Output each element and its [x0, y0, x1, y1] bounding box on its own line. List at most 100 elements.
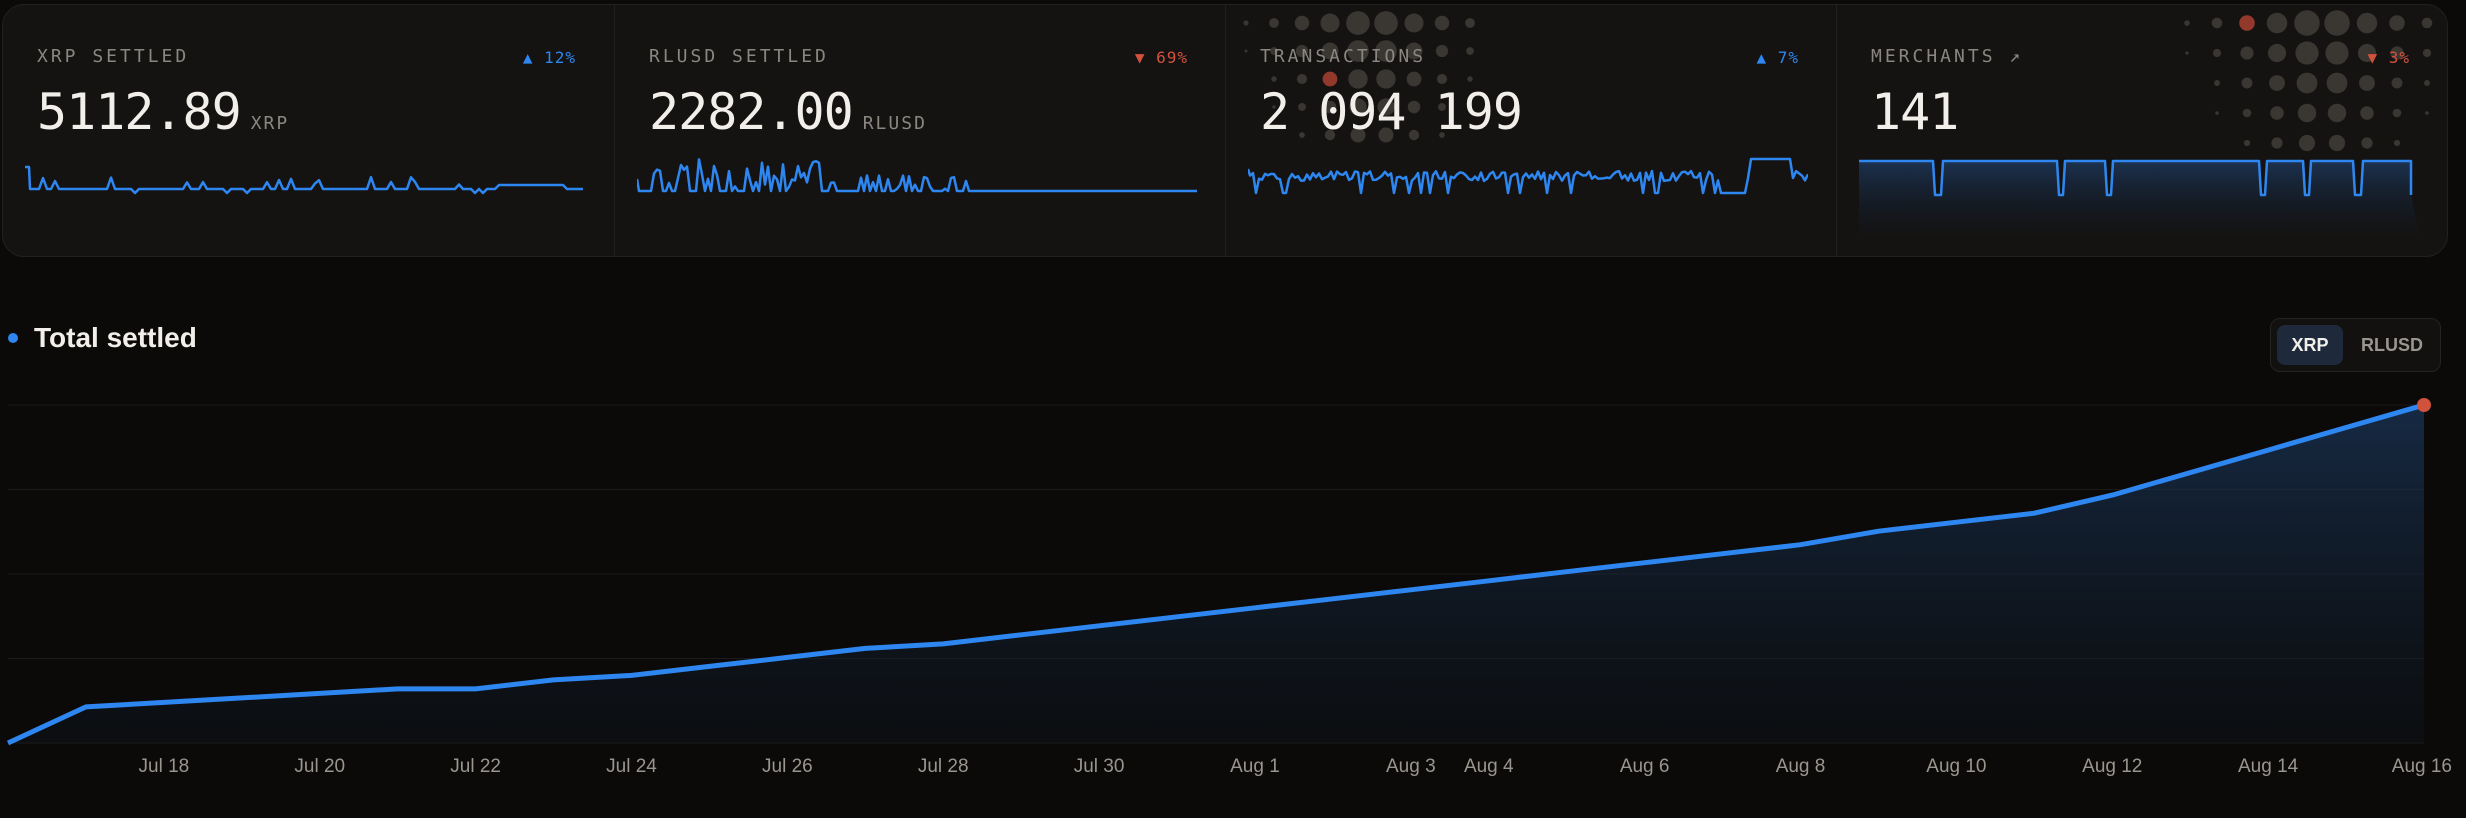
sparkline-path	[1859, 159, 2413, 197]
x-axis-ticks: Jul 18 Jul 20 Jul 22 Jul 24 Jul 26 Jul 28 Jul …	[139, 756, 2452, 777]
decor-dot	[1243, 20, 1249, 26]
x-tick-label: Jul 26	[762, 756, 813, 777]
decor-dot	[2241, 77, 2253, 89]
total-settled-chart: Jul 18 Jul 20 Jul 22 Jul 24 Jul 26 Jul 28 Jul …	[6, 398, 2452, 777]
decor-dot	[2239, 15, 2255, 31]
decor-dot	[1467, 76, 1473, 82]
decor-dot	[2243, 139, 2251, 147]
decor-dot	[2242, 108, 2252, 118]
decor-dot	[2266, 12, 2288, 34]
decor-dot	[2393, 139, 2401, 147]
decor-dot	[2271, 137, 2283, 149]
stat-change: ▼ 69%	[1134, 48, 1188, 67]
x-tick-label: Jul 28	[918, 756, 969, 777]
stat-value-row: 141	[1871, 83, 1959, 141]
decor-dot	[2360, 106, 2374, 120]
decor-dot	[1347, 40, 1369, 62]
decor-dot	[1436, 73, 1448, 85]
decor-dot	[1377, 98, 1395, 116]
decor-dot	[2421, 17, 2433, 29]
stat-value-row: 2282.00 RLUSD	[649, 83, 927, 141]
stat-card-rlusd-settled: RLUSD SETTLED ▼ 69% 2282.00 RLUSD	[614, 5, 1226, 256]
decor-dot	[2392, 108, 2402, 118]
decorative-dots-icon	[2184, 10, 2433, 152]
decor-dot	[2390, 46, 2404, 60]
decor-dot	[2240, 46, 2254, 60]
stat-value: 2 094 199	[1260, 83, 1523, 141]
decor-dot	[1324, 129, 1336, 141]
decor-dot	[1438, 103, 1446, 111]
x-tick-label: Aug 4	[1464, 756, 1514, 777]
decor-dot	[1374, 11, 1398, 35]
section-title-text: Total settled	[34, 322, 197, 353]
stat-change: ▼ 3%	[2367, 48, 2410, 67]
decor-dot	[1320, 13, 1340, 33]
decor-dot	[2357, 43, 2377, 63]
decor-dot	[1407, 100, 1421, 114]
x-tick-label: Aug 10	[1926, 756, 1986, 777]
decor-dot	[2296, 72, 2318, 94]
stat-value: 2282.00	[649, 83, 854, 141]
decor-dot	[2269, 75, 2285, 91]
decor-dot	[2215, 111, 2219, 115]
decor-dot	[2184, 20, 2190, 26]
x-tick-label: Aug 14	[2238, 756, 2299, 777]
decor-dot	[1465, 18, 1475, 28]
x-tick-label: Aug 8	[1776, 756, 1826, 777]
decor-dot	[2327, 103, 2347, 123]
decorative-dots-icon	[1243, 11, 1475, 143]
stat-unit: XRP	[250, 113, 290, 134]
decor-dot	[1346, 11, 1370, 35]
stat-card-transactions: TRANSACTIONS ▲ 7% 2 094 199	[1225, 5, 1837, 256]
x-tick-label: Aug 16	[2392, 756, 2452, 777]
stats-panel: XRP SETTLED ▲ 12% 5112.89 XRP RLUSD SETTL…	[2, 4, 2448, 257]
sparkline-path	[637, 158, 1197, 193]
chart-area	[8, 405, 2424, 743]
decor-dot	[2325, 41, 2349, 65]
decor-dot	[1271, 76, 1277, 82]
decor-dot	[1294, 15, 1310, 31]
stat-label: TRANSACTIONS	[1260, 46, 1427, 67]
decor-dot	[1466, 47, 1474, 55]
decor-dot	[2185, 51, 2189, 55]
sparkline-transactions	[1248, 157, 1808, 195]
x-tick-label: Jul 24	[606, 756, 657, 777]
decor-dot	[2359, 75, 2375, 91]
stat-unit: RLUSD	[862, 113, 927, 134]
decor-dot	[1270, 47, 1278, 55]
decor-dot	[2361, 137, 2373, 149]
stat-value-row: 2 094 199	[1260, 83, 1523, 141]
decor-dot	[2328, 134, 2346, 152]
stat-card-merchants[interactable]: MERCHANTS ↗ ▼ 3% 141	[1836, 5, 2447, 256]
decor-dot	[1350, 127, 1366, 143]
toggle-rlusd-button[interactable]: RLUSD	[2361, 335, 2423, 355]
decor-dot	[1378, 127, 1394, 143]
decor-dot	[1272, 105, 1276, 109]
decor-dot	[2389, 15, 2405, 31]
x-tick-label: Jul 18	[139, 756, 190, 777]
decor-dot	[2214, 80, 2220, 86]
stat-label-merchants-link[interactable]: MERCHANTS ↗	[1871, 46, 2024, 67]
x-tick-label: Aug 1	[1230, 756, 1280, 777]
stat-card-xrp-settled: XRP SETTLED ▲ 12% 5112.89 XRP	[3, 5, 614, 256]
sparkline-rlusd	[637, 158, 1197, 193]
chart-line	[6, 402, 2425, 746]
x-tick-label: Aug 3	[1386, 756, 1436, 777]
decor-dot	[1299, 132, 1305, 138]
section-title: Total settled	[8, 322, 197, 354]
sparkline-path	[1248, 157, 1808, 195]
decor-dot	[2324, 10, 2350, 36]
sparkline-area	[1859, 161, 2419, 235]
decor-dot	[2270, 106, 2284, 120]
decor-dot	[2211, 17, 2223, 29]
decor-dot	[2326, 72, 2348, 94]
decor-dot	[1348, 69, 1368, 89]
decor-dot	[1321, 42, 1339, 60]
stat-change: ▲ 7%	[1756, 48, 1799, 67]
decor-dot	[1468, 105, 1472, 109]
decor-dot	[2212, 48, 2222, 58]
decor-dot	[1439, 132, 1445, 138]
toggle-xrp-button[interactable]: XRP	[2277, 325, 2343, 365]
stat-value: 141	[1871, 83, 1959, 141]
x-tick-label: Aug 12	[2082, 756, 2142, 777]
